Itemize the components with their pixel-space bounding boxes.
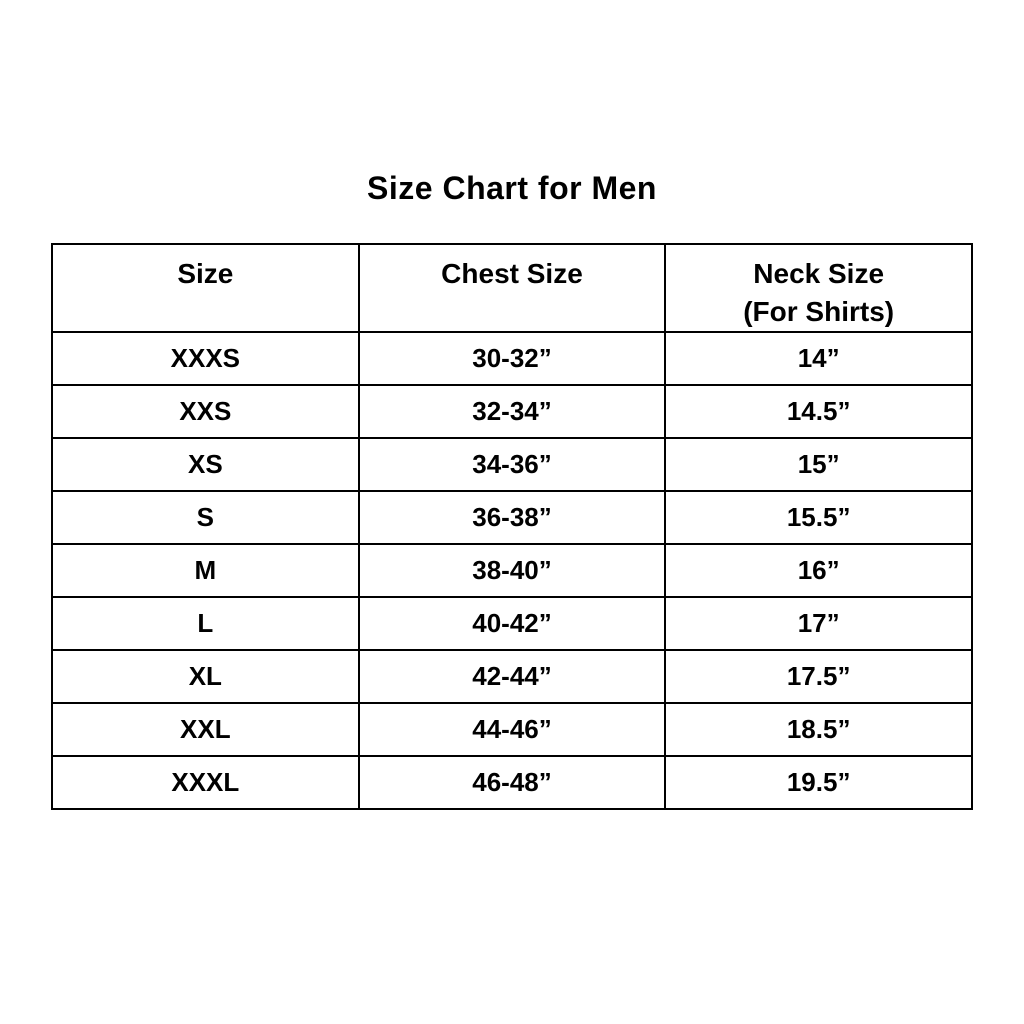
table-row: XS 34-36” 15” (51, 437, 973, 492)
header-neck-size-label: Neck Size (753, 258, 885, 289)
cell-chest-size: 30-32” (357, 331, 667, 386)
cell-neck-size: 17” (664, 596, 973, 651)
cell-size: L (51, 596, 360, 651)
cell-chest-size: 36-38” (357, 490, 667, 545)
cell-neck-size: 15” (664, 437, 973, 492)
table-row: M 38-40” 16” (51, 543, 973, 598)
cell-chest-size: 38-40” (357, 543, 667, 598)
header-neck-size: Neck Size (For Shirts) (664, 243, 973, 333)
cell-size: S (51, 490, 360, 545)
cell-neck-size: 18.5” (664, 702, 973, 757)
table-header: Size Chest Size Neck Size (For Shirts) (51, 243, 973, 333)
cell-size: M (51, 543, 360, 598)
table-row: XL 42-44” 17.5” (51, 649, 973, 704)
cell-chest-size: 46-48” (357, 755, 667, 810)
header-chest-size-label: Chest Size (441, 258, 583, 289)
cell-neck-size: 16” (664, 543, 973, 598)
header-chest-size: Chest Size (357, 243, 667, 333)
table-row: XXL 44-46” 18.5” (51, 702, 973, 757)
page-title: Size Chart for Men (367, 170, 657, 206)
cell-chest-size: 44-46” (357, 702, 667, 757)
cell-size: XXXL (51, 755, 360, 810)
header-size-label: Size (177, 258, 234, 289)
header-row: Size Chest Size Neck Size (For Shirts) (51, 243, 973, 333)
table-body: XXXS 30-32” 14” XXS 32-34” 14.5” XS 34-3… (51, 331, 973, 810)
cell-neck-size: 14” (664, 331, 973, 386)
cell-size: XXS (51, 384, 360, 439)
cell-chest-size: 40-42” (357, 596, 667, 651)
size-chart-table: Size Chest Size Neck Size (For Shirts) X… (51, 243, 973, 810)
cell-neck-size: 19.5” (664, 755, 973, 810)
cell-chest-size: 42-44” (357, 649, 667, 704)
table-row: XXS 32-34” 14.5” (51, 384, 973, 439)
header-neck-size-sublabel: (For Shirts) (743, 296, 895, 327)
table-row: XXXL 46-48” 19.5” (51, 755, 973, 810)
table-row: XXXS 30-32” 14” (51, 331, 973, 386)
cell-neck-size: 15.5” (664, 490, 973, 545)
cell-neck-size: 17.5” (664, 649, 973, 704)
table-row: L 40-42” 17” (51, 596, 973, 651)
cell-chest-size: 32-34” (357, 384, 667, 439)
cell-size: XXL (51, 702, 360, 757)
cell-neck-size: 14.5” (664, 384, 973, 439)
table-row: S 36-38” 15.5” (51, 490, 973, 545)
cell-size: XS (51, 437, 360, 492)
header-size: Size (51, 243, 360, 333)
cell-chest-size: 34-36” (357, 437, 667, 492)
cell-size: XL (51, 649, 360, 704)
cell-size: XXXS (51, 331, 360, 386)
